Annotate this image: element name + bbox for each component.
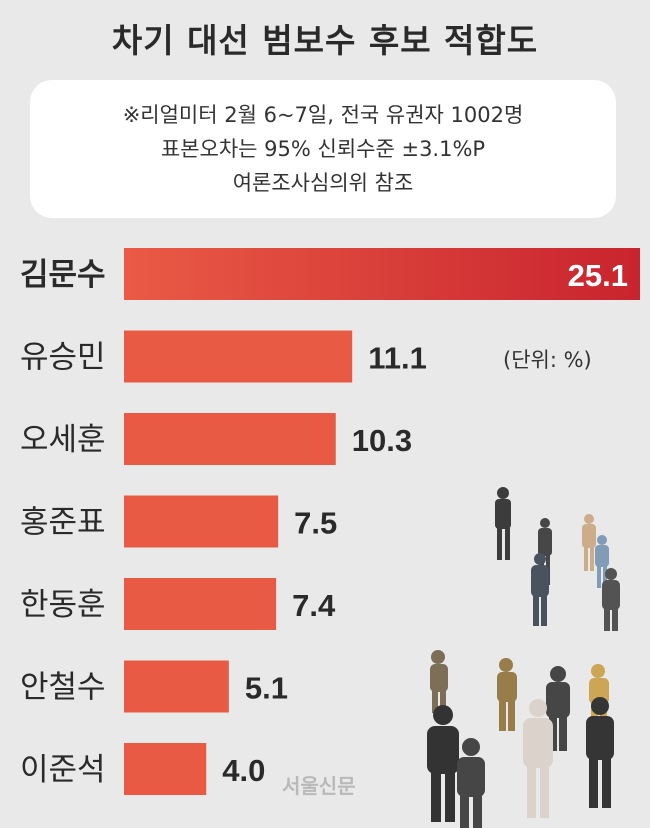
bar xyxy=(124,578,277,630)
survey-note-line-2: 표본오차는 95% 신뢰수준 ±3.1%P xyxy=(160,137,486,161)
category-label: 김문수 xyxy=(20,257,106,293)
survey-note: ※리얼미터 2월 6~7일, 전국 유권자 1002명 표본오차는 95% 신뢰… xyxy=(30,80,616,218)
category-label: 한동훈 xyxy=(20,587,106,623)
category-label: 오세훈 xyxy=(20,422,106,458)
value-label: 7.5 xyxy=(294,506,337,541)
bar xyxy=(124,495,279,548)
value-label: 5.1 xyxy=(245,671,288,706)
value-label: 4.0 xyxy=(222,753,265,788)
bar xyxy=(124,660,229,713)
source-logo: 서울신문 xyxy=(282,774,356,798)
bar xyxy=(124,743,207,795)
category-label: 안철수 xyxy=(20,670,106,706)
value-label: 11.1 xyxy=(368,341,427,376)
bar xyxy=(124,330,353,383)
unit-label: (단위: %) xyxy=(503,348,592,372)
category-label: 유승민 xyxy=(20,340,106,376)
category-label: 이준석 xyxy=(20,752,106,788)
value-label: 7.4 xyxy=(292,588,336,623)
bar xyxy=(124,413,336,465)
chart-title: 차기 대선 범보수 후보 적합도 xyxy=(111,21,539,60)
value-label: 25.1 xyxy=(568,258,628,293)
bar xyxy=(124,248,640,300)
category-label: 홍준표 xyxy=(20,505,106,541)
value-label: 10.3 xyxy=(352,423,412,458)
survey-note-line-1: ※리얼미터 2월 6~7일, 전국 유권자 1002명 xyxy=(122,103,524,127)
survey-note-line-3: 여론조사심의위 참조 xyxy=(232,171,414,195)
